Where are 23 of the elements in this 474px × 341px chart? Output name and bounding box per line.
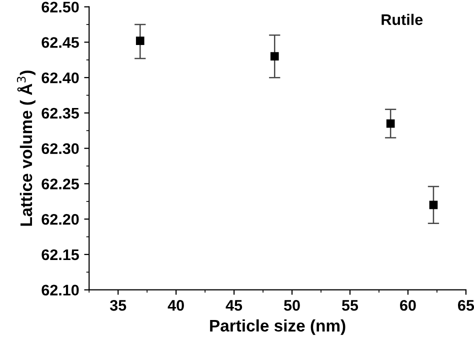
point: [270, 52, 279, 61]
point: [386, 119, 395, 128]
y-tick-label: 62.40: [42, 72, 79, 84]
x-tick-label: 55: [342, 300, 358, 311]
y-tick-label: 62.50: [42, 2, 79, 13]
y-tick-label: 62.35: [42, 108, 79, 119]
y-axis-title: Lattice volume ( Å$^{3}$): [16, 70, 36, 226]
x-tick-label: 45: [226, 300, 242, 311]
x-axis-title: Particle size (nm): [210, 319, 346, 335]
x-tick-label: 65: [458, 300, 474, 311]
point: [136, 36, 144, 45]
y-tick-label: 62.15: [42, 249, 79, 260]
y-tick-label: 62.25: [42, 178, 79, 190]
x-tick-label: 50: [284, 300, 300, 311]
annotation: Rutile: [382, 14, 423, 26]
y-tick-label: 62.10: [42, 284, 79, 296]
x-tick-label: 40: [168, 300, 184, 311]
point: [429, 200, 438, 210]
y-tick-label: 62.45: [42, 37, 79, 48]
x-tick-label: 60: [400, 300, 416, 311]
x-tick-label: 35: [110, 300, 126, 311]
y-tick-label: 62.30: [42, 143, 79, 154]
y-tick-label: 62.20: [42, 214, 79, 225]
